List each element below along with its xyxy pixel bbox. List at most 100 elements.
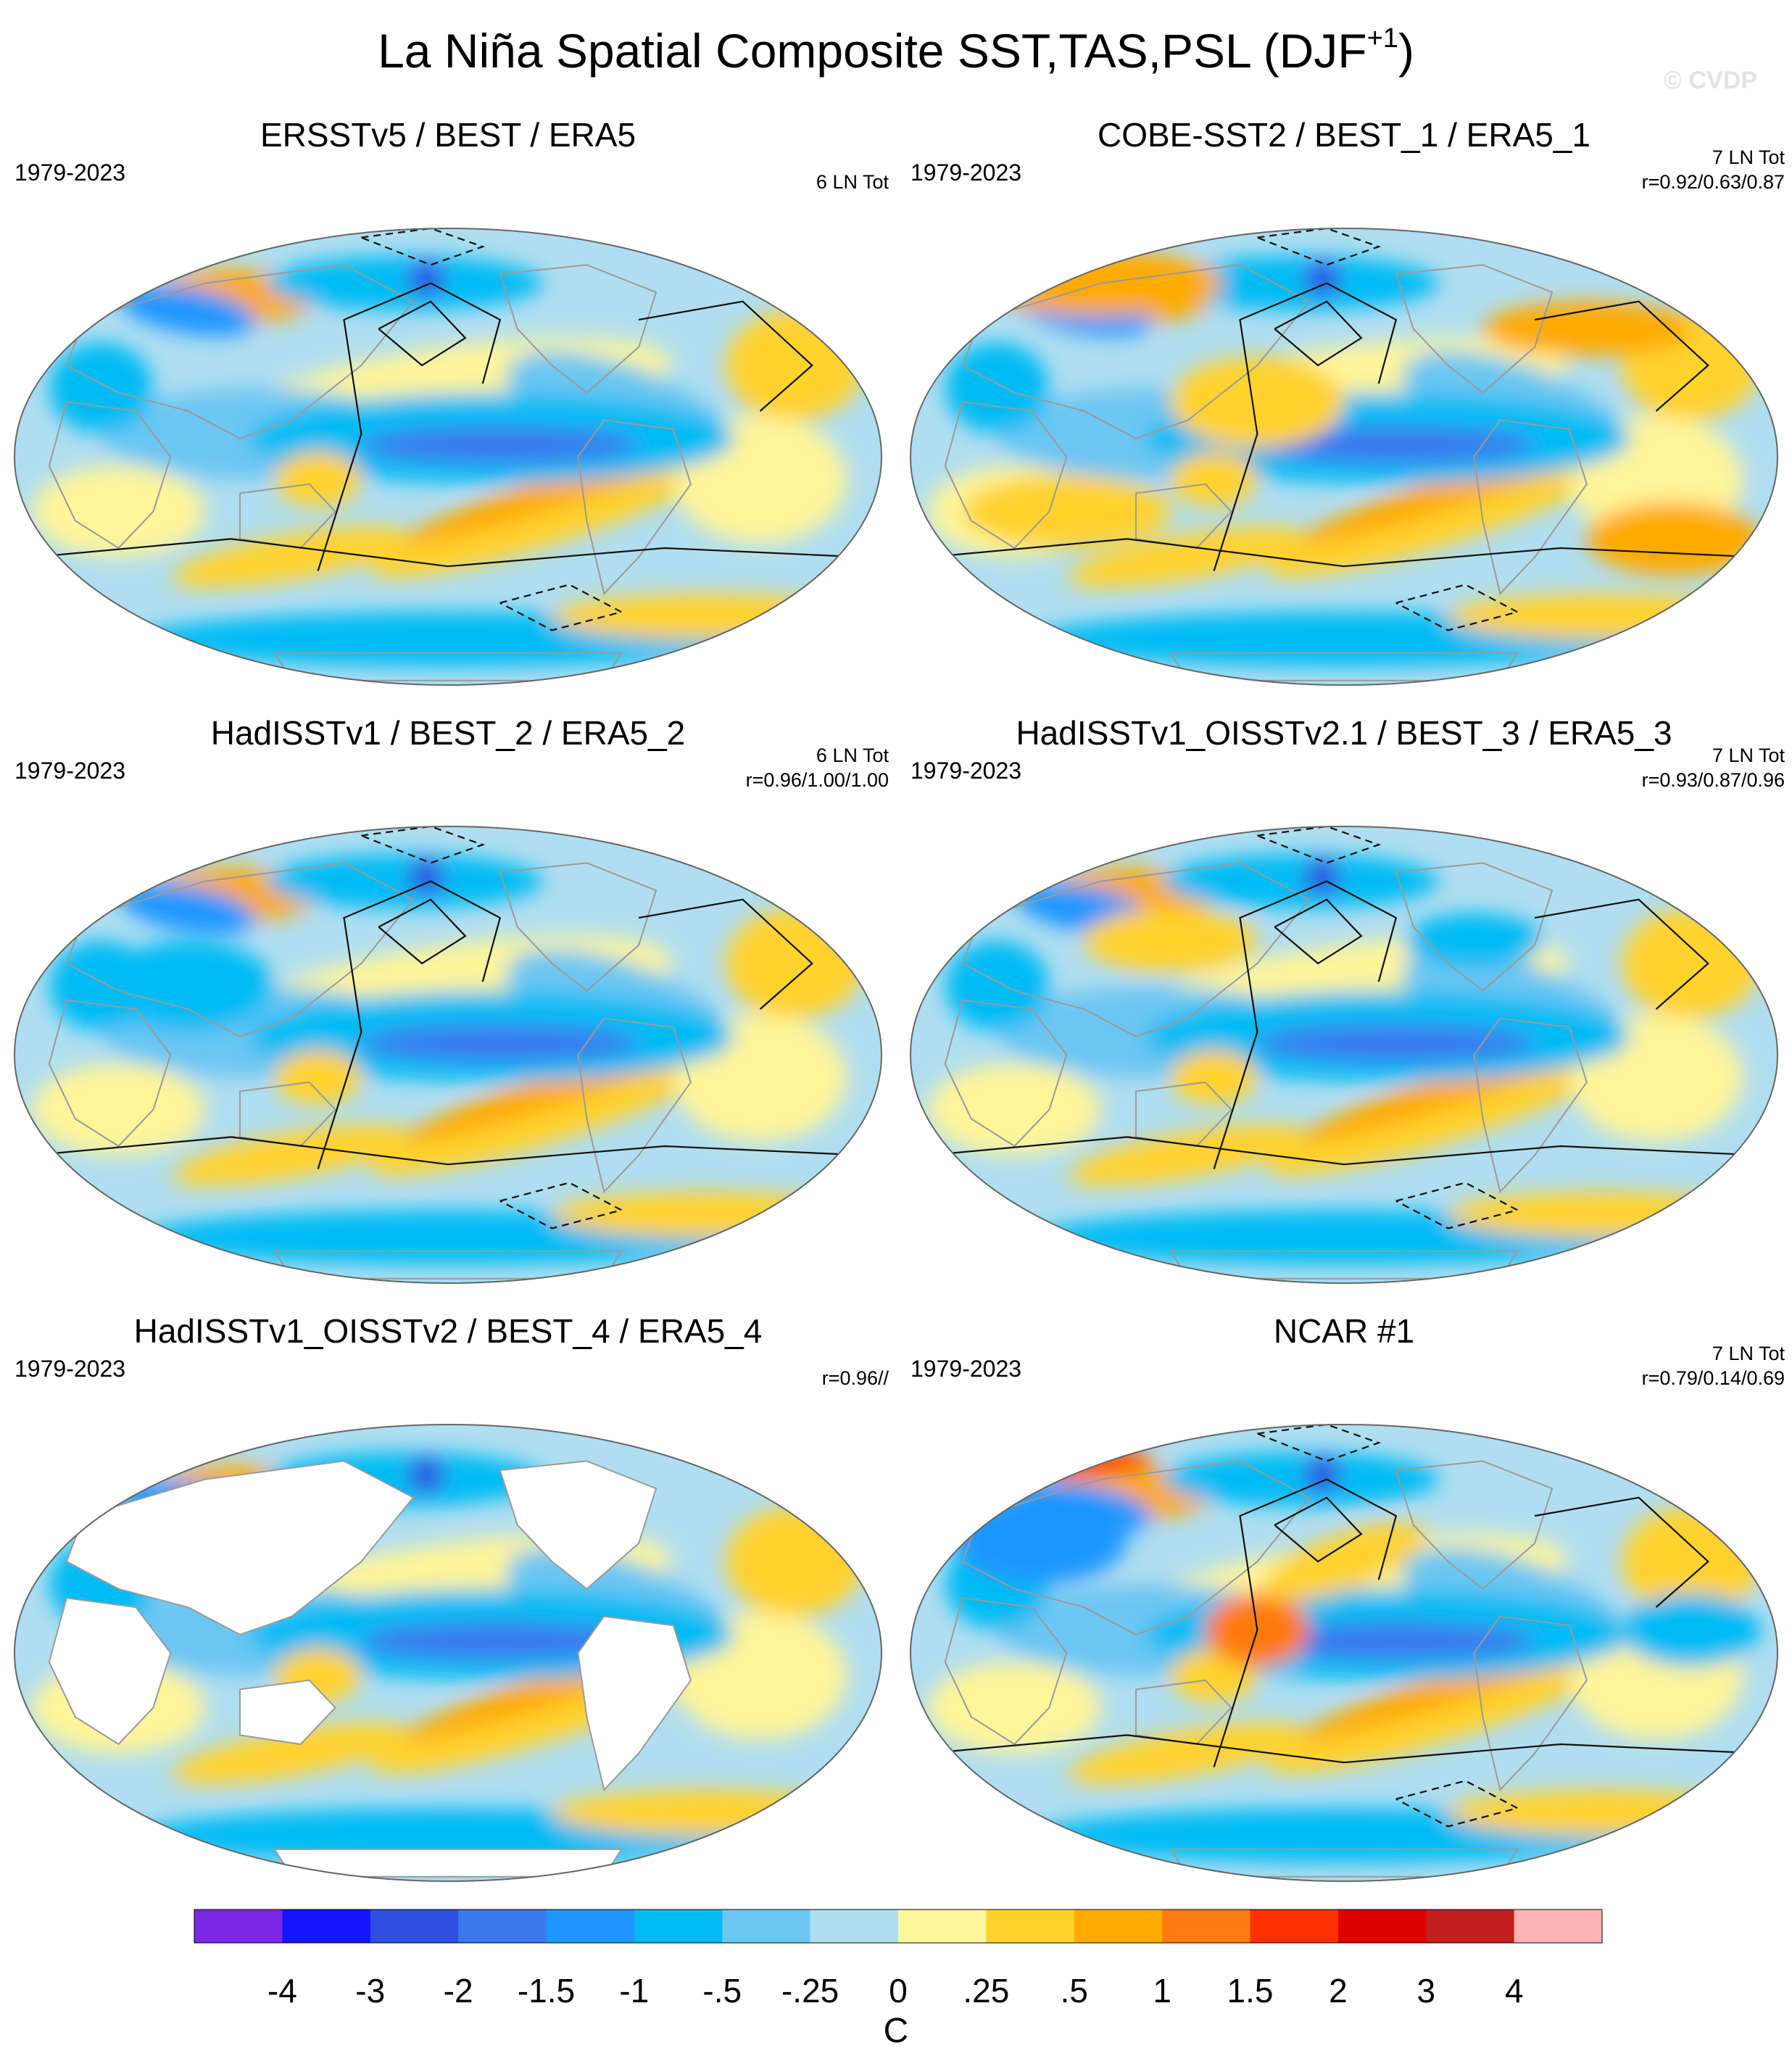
psl-contour <box>1274 300 1363 367</box>
colorbar-tick-label: 2 <box>1329 1972 1348 2010</box>
colorbar-swatch <box>1074 1910 1163 1943</box>
coastline <box>239 1679 336 1746</box>
psl-contour <box>317 282 502 571</box>
panel-period: 1979-2023 <box>14 758 126 784</box>
anomaly-region <box>1170 1050 1258 1106</box>
anomaly-region <box>1257 1623 1535 1660</box>
cvdp-watermark: © CVDP <box>1664 67 1757 94</box>
colorbar-tick-label: 4 <box>1504 1972 1524 2010</box>
anomaly-region <box>1068 1124 1308 1187</box>
coastline <box>65 862 415 1037</box>
colorbar-frame <box>194 1909 1603 1944</box>
coastline <box>1395 862 1554 992</box>
anomaly-region <box>1068 526 1308 589</box>
anomaly-region <box>552 1790 865 1836</box>
anomaly-region <box>1068 1722 1308 1785</box>
anomaly-region <box>1084 908 1258 973</box>
colorbar <box>194 1909 1603 1944</box>
coastline <box>1473 1017 1588 1194</box>
psl-contour <box>378 300 467 367</box>
psl-contour <box>378 898 467 965</box>
anomaly-region <box>119 883 257 934</box>
anomaly-region <box>409 858 444 895</box>
anomaly-region <box>101 940 275 1032</box>
anomaly-region <box>49 342 154 434</box>
anomaly-region <box>945 342 1050 434</box>
psl-contour <box>1274 1496 1363 1563</box>
psl-contour <box>31 538 865 568</box>
psl-contour <box>360 826 486 864</box>
anomaly-region <box>1305 260 1340 297</box>
coastline <box>48 401 172 550</box>
anomaly-region <box>172 1722 412 1785</box>
coastline <box>577 1615 692 1792</box>
anomaly-region <box>1257 1025 1535 1062</box>
colorbar-tick-label: -1.5 <box>517 1972 576 2010</box>
colorbar-swatch <box>722 1910 811 1943</box>
coastline <box>499 1460 658 1591</box>
anomaly-region <box>265 255 544 311</box>
panel-event-count: 7 LN Tot <box>1712 1343 1785 1364</box>
psl-contour <box>1256 1425 1382 1462</box>
colorbar-tick-label: -4 <box>267 1972 297 2010</box>
panel-title: HadISSTv1_OISSTv2.1 / BEST_3 / ERA5_3 <box>1016 714 1672 752</box>
coastline <box>48 999 172 1148</box>
anomaly-region <box>1266 445 1630 579</box>
anomaly-region <box>1266 1641 1630 1775</box>
composite-map <box>910 228 1778 686</box>
anomaly-region <box>409 260 444 297</box>
colorbar-swatch <box>370 1910 459 1943</box>
map-panel-hadisstv1-oisstv2: HadISSTv1_OISSTv2 / BEST_4 / ERA5_4 1979… <box>0 1305 896 1914</box>
anomaly-region <box>172 1124 412 1187</box>
coastline <box>961 264 1311 439</box>
colorbar-swatch <box>898 1910 987 1943</box>
colorbar-tick-label: 3 <box>1416 1972 1436 2010</box>
panel-title: NCAR #1 <box>1273 1312 1415 1350</box>
coastline <box>65 264 415 439</box>
colorbar-swatch <box>1514 1910 1603 1943</box>
map-panel-hadisstv1-oisstv2-1: HadISSTv1_OISSTv2.1 / BEST_3 / ERA5_3 19… <box>896 707 1792 1316</box>
anomaly-region <box>1305 858 1340 895</box>
anomaly-region <box>370 1043 734 1177</box>
psl-contour <box>317 880 502 1169</box>
panel-title: ERSSTv5 / BEST / ERA5 <box>260 116 636 154</box>
panel-period: 1979-2023 <box>14 1356 126 1382</box>
coastline <box>577 1017 692 1194</box>
anomaly-region <box>1482 301 1691 357</box>
psl-contour <box>1213 880 1398 1169</box>
anomaly-region <box>1305 1456 1340 1493</box>
coastline <box>961 862 1311 1037</box>
panel-period: 1979-2023 <box>14 159 126 186</box>
colorbar-swatch <box>986 1910 1075 1943</box>
page-title: La Niña Spatial Composite SST,TAS,PSL (D… <box>378 23 1414 78</box>
coastline <box>48 1597 172 1746</box>
psl-contour <box>1256 826 1382 864</box>
anomaly-region <box>274 452 362 507</box>
colorbar-tick-label: 1 <box>1153 1972 1171 2010</box>
psl-contour <box>360 228 486 266</box>
colorbar-tick-label: -.5 <box>702 1972 742 2010</box>
map-border <box>14 1424 882 1882</box>
anomaly-region <box>1261 1522 1427 1601</box>
colorbar-swatch <box>1337 1910 1427 1943</box>
coastline <box>499 862 658 992</box>
map-panel-ersstv5: ERSSTv5 / BEST / ERA5 1979-2023 6 LN Tot <box>0 109 896 718</box>
panel-event-count: 6 LN Tot <box>816 171 889 193</box>
anomaly-region <box>1621 1593 1761 1667</box>
colorbar-tick-label: 1.5 <box>1227 1972 1274 2010</box>
psl-contour <box>1274 898 1363 965</box>
psl-contour <box>1213 1478 1398 1767</box>
anomaly-region <box>361 1025 639 1062</box>
colorbar-tick-label: -.25 <box>781 1972 839 2010</box>
colorbar-swatch <box>1162 1910 1250 1943</box>
anomaly-region <box>370 445 734 579</box>
composite-map <box>910 826 1778 1284</box>
psl-contour <box>1534 300 1709 412</box>
colorbar-swatch <box>810 1910 899 1943</box>
coastline <box>65 1460 415 1635</box>
coastline <box>944 999 1068 1148</box>
psl-contour <box>638 898 813 1010</box>
anomaly-region <box>725 1506 865 1617</box>
anomaly-region <box>361 1623 639 1660</box>
anomaly-region <box>927 1662 1102 1754</box>
